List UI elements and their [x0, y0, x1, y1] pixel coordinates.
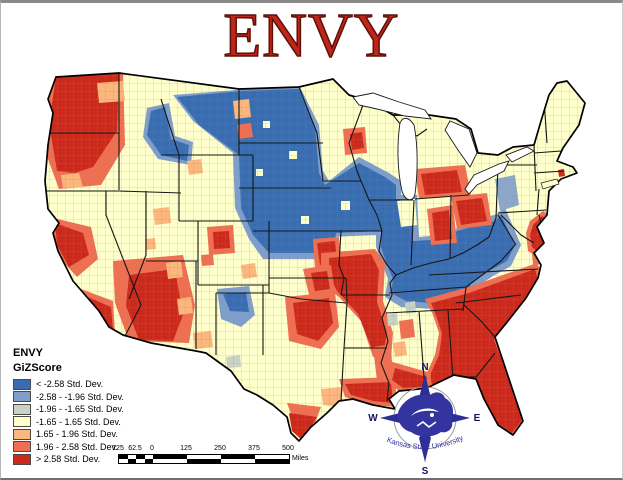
legend-swatch [13, 403, 31, 415]
legend-label: 1.96 - 2.58 Std. Dev. [36, 441, 118, 452]
scale-tick: 250 [214, 445, 226, 452]
legend-item: -1.96 - -1.65 Std. Dev. [13, 403, 124, 416]
page-title: ENVY [223, 2, 400, 70]
scale-tick: 500 [282, 445, 294, 452]
scale-bar-graphic [118, 454, 290, 464]
legend-swatch [13, 428, 31, 440]
great-lakes [352, 92, 535, 201]
legend-swatch [13, 378, 31, 390]
legend-label: > 2.58 Std. Dev. [36, 454, 101, 465]
scale-bar-ticks: 125 62.5 0 125 250 375 500 [112, 445, 318, 454]
scale-tick: 125 [112, 445, 124, 452]
legend-item: -1.65 - 1.65 Std. Dev. [13, 416, 124, 429]
legend-label: -1.65 - 1.65 Std. Dev. [36, 416, 121, 427]
lake-erie [464, 160, 510, 195]
scale-unit-label: Miles [292, 455, 309, 462]
scale-tick: 62.5 [128, 445, 142, 452]
lake-huron [444, 120, 478, 168]
legend-label: < -2.58 Std. Dev. [36, 379, 104, 390]
us-choropleth-map [44, 72, 586, 442]
compass-rose: N S E W Kansas State University [368, 362, 481, 477]
us-outline [44, 72, 586, 442]
scale-bar: 125 62.5 0 125 250 375 500 Miles [112, 445, 318, 465]
compass-north-label: N [421, 362, 428, 373]
legend-item: > 2.58 Std. Dev. [13, 453, 124, 466]
scale-tick: 125 [180, 445, 192, 452]
south-arrow-icon [419, 428, 431, 462]
map-legend: ENVY GiZScore < -2.58 Std. Dev. -2.58 - … [13, 347, 124, 466]
scale-tick: 375 [248, 445, 260, 452]
legend-item: -2.58 - -1.96 Std. Dev. [13, 391, 124, 404]
legend-swatch [13, 391, 31, 403]
powercat-logo-icon [397, 392, 453, 437]
legend-label: 1.65 - 1.96 Std. Dev. [36, 429, 118, 440]
lake-superior [352, 92, 432, 120]
lake-michigan [397, 117, 418, 201]
long-island [540, 178, 560, 190]
legend-swatch [13, 453, 31, 465]
lake-ontario [505, 146, 535, 163]
legend-swatch [13, 416, 31, 428]
legend-swatch [13, 441, 31, 453]
legend-item: < -2.58 Std. Dev. [13, 378, 124, 391]
compass-east-label: E [474, 413, 481, 424]
legend-label: -1.96 - -1.65 Std. Dev. [36, 404, 124, 415]
legend-item: 1.65 - 1.96 Std. Dev. [13, 428, 124, 441]
compass-west-label: W [368, 413, 378, 424]
compass-south-label: S [422, 466, 429, 477]
scale-tick: 0 [150, 445, 154, 452]
legend-label: -2.58 - -1.96 Std. Dev. [36, 391, 124, 402]
legend-item: 1.96 - 2.58 Std. Dev. [13, 441, 124, 454]
legend-field-name: GiZScore [13, 362, 62, 374]
legend-layer-name: ENVY [13, 347, 43, 359]
